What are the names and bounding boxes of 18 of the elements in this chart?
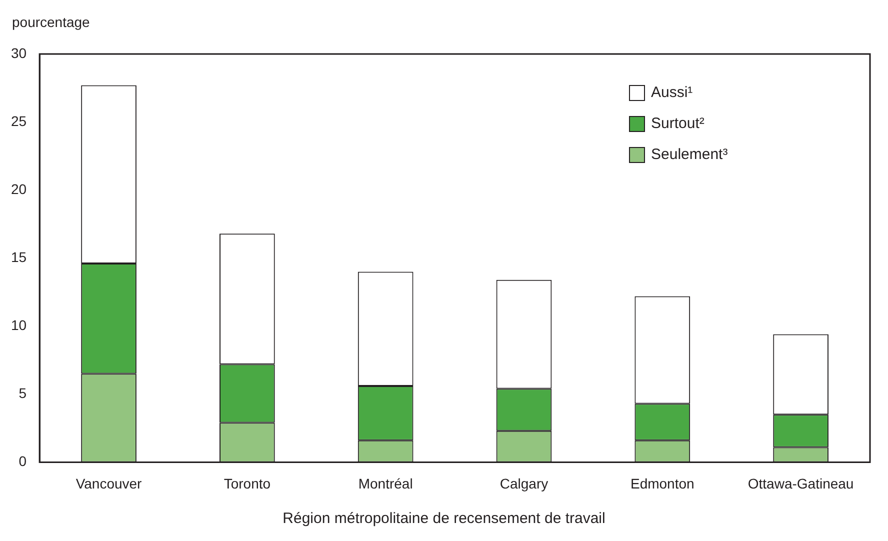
- y-axis-title: pourcentage: [12, 14, 90, 30]
- x-tick-label: Edmonton: [630, 475, 694, 492]
- legend-label: Surtout²: [651, 115, 704, 132]
- x-axis-title: Région métropolitaine de recensement de travail: [282, 510, 606, 527]
- x-tick-label: Montréal: [358, 475, 413, 492]
- x-tick-label: Calgary: [500, 475, 548, 492]
- x-tick-label: Ottawa-Gatineau: [748, 475, 854, 492]
- legend-label: Aussi¹: [651, 84, 693, 101]
- y-tick-label: 25: [10, 112, 27, 129]
- y-tick-label: 0: [18, 453, 27, 470]
- y-tick-label: 30: [10, 44, 27, 61]
- legend-label: Seulement³: [651, 146, 728, 163]
- y-tick-label: 15: [10, 248, 27, 265]
- x-tick-label: Vancouver: [76, 475, 142, 492]
- y-tick-label: 5: [18, 385, 27, 402]
- x-tick-label: Toronto: [224, 475, 271, 492]
- y-tick-label: 20: [10, 180, 27, 197]
- y-tick-label: 10: [10, 316, 27, 333]
